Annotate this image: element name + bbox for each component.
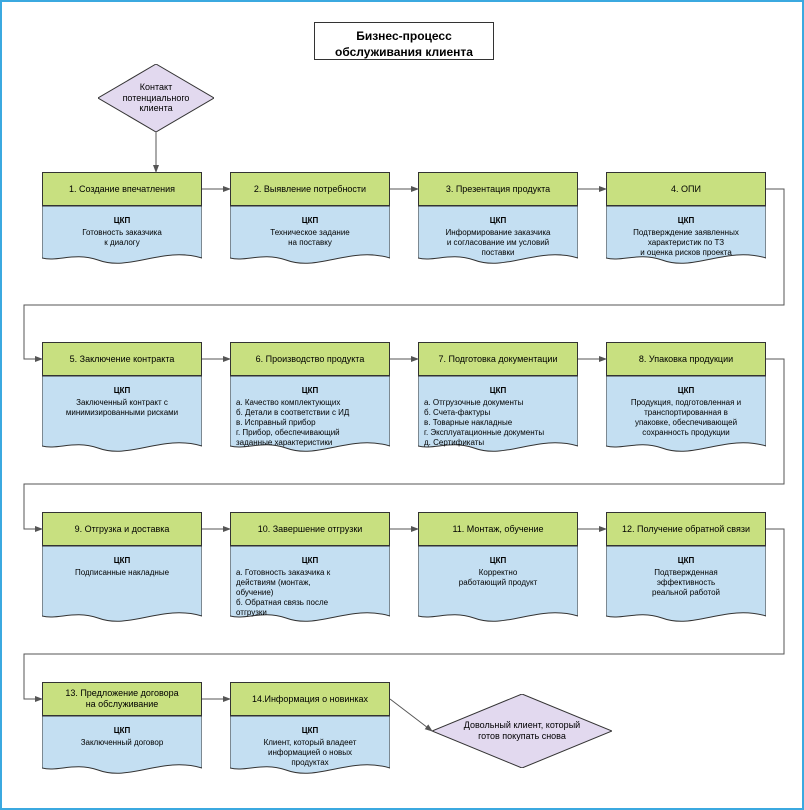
step-7-ckp-title: ЦКП: [422, 386, 574, 396]
step-7-ckp-desc: а. Отгрузочные документы б. Счета-фактур…: [422, 398, 574, 448]
start-diamond-label: Контакт потенциального клиента: [119, 78, 194, 118]
diagram-canvas: Бизнес-процесс обслуживания клиента Конт…: [0, 0, 804, 810]
step-14: 14.Информация о новинках ЦКП Клиент, котор…: [230, 682, 390, 778]
step-9-ckp-title: ЦКП: [46, 556, 198, 566]
step-10: 10. Завершение отгрузки ЦКП а. Готовность …: [230, 512, 390, 626]
step-10-ckp-desc: а. Готовность заказчика к действиям (мон…: [234, 568, 386, 618]
step-4: 4. ОПИ ЦКП Подтверждение заявленных характ…: [606, 172, 766, 268]
step-11-ckp-desc: Корректно работающий продукт: [422, 568, 574, 588]
step-12-head: 12. Получение обратной связи: [606, 512, 766, 546]
step-11: 11. Монтаж, обучение ЦКП Корректно работаю…: [418, 512, 578, 626]
step-14-ckp-title: ЦКП: [234, 726, 386, 736]
step-13: 13. Предложение договора на обслуживание…: [42, 682, 202, 778]
step-8-body: ЦКП Продукция, подготовленная и транспорт…: [606, 376, 766, 442]
step-2-head: 2. Выявление потребности: [230, 172, 390, 206]
step-5-ckp-desc: Заключенный контракт с минимизированными…: [46, 398, 198, 418]
step-9-head: 9. Отгрузка и доставка: [42, 512, 202, 546]
step-6-head: 6. Производство продукта: [230, 342, 390, 376]
diagram-title: Бизнес-процесс обслуживания клиента: [314, 22, 494, 60]
start-diamond: Контакт потенциального клиента: [98, 64, 214, 132]
title-line-2: обслуживания клиента: [335, 45, 473, 59]
step-13-head: 13. Предложение договора на обслуживание: [42, 682, 202, 716]
step-2: 2. Выявление потребности ЦКП Техническое з…: [230, 172, 390, 268]
step-5: 5. Заключение контракта ЦКП Заключенный ко…: [42, 342, 202, 456]
step-10-head: 10. Завершение отгрузки: [230, 512, 390, 546]
step-8-ckp-title: ЦКП: [610, 386, 762, 396]
step-14-head: 14.Информация о новинках: [230, 682, 390, 716]
step-11-head: 11. Монтаж, обучение: [418, 512, 578, 546]
step-1: 1. Создание впечатления ЦКП Готовность зак…: [42, 172, 202, 268]
end-diamond: Довольный клиент, который готов покупать…: [432, 694, 612, 768]
step-12-ckp-title: ЦКП: [610, 556, 762, 566]
step-7-head: 7. Подготовка документации: [418, 342, 578, 376]
step-1-ckp-title: ЦКП: [46, 216, 198, 226]
step-12-ckp-desc: Подтвержденная эффективность реальной ра…: [610, 568, 762, 598]
step-9-body: ЦКП Подписанные накладные: [42, 546, 202, 582]
step-1-head: 1. Создание впечатления: [42, 172, 202, 206]
step-11-ckp-title: ЦКП: [422, 556, 574, 566]
step-1-ckp-desc: Готовность заказчика к диалогу: [46, 228, 198, 248]
step-2-ckp-title: ЦКП: [234, 216, 386, 226]
step-5-head: 5. Заключение контракта: [42, 342, 202, 376]
end-diamond-label: Довольный клиент, который готов покупать…: [460, 716, 584, 746]
step-10-body: ЦКП а. Готовность заказчика к действиям (…: [230, 546, 390, 622]
step-7-body: ЦКП а. Отгрузочные документы б. Счета-фак…: [418, 376, 578, 452]
step-13-body: ЦКП Заключенный договор: [42, 716, 202, 752]
step-4-head: 4. ОПИ: [606, 172, 766, 206]
step-2-body: ЦКП Техническое задание на поставку: [230, 206, 390, 252]
step-3-ckp-title: ЦКП: [422, 216, 574, 226]
step-10-ckp-title: ЦКП: [234, 556, 386, 566]
step-13-ckp-desc: Заключенный договор: [46, 738, 198, 748]
step-13-ckp-title: ЦКП: [46, 726, 198, 736]
step-9-ckp-desc: Подписанные накладные: [46, 568, 198, 578]
step-5-ckp-title: ЦКП: [46, 386, 198, 396]
step-12: 12. Получение обратной связи ЦКП Подтвержд…: [606, 512, 766, 626]
step-14-ckp-desc: Клиент, который владеет информацией о но…: [234, 738, 386, 768]
step-6-ckp-title: ЦКП: [234, 386, 386, 396]
step-8-ckp-desc: Продукция, подготовленная и транспортиро…: [610, 398, 762, 438]
step-8-head: 8. Упаковка продукции: [606, 342, 766, 376]
step-7: 7. Подготовка документации ЦКП а. Отгрузоч…: [418, 342, 578, 456]
step-3-head: 3. Презентация продукта: [418, 172, 578, 206]
step-11-body: ЦКП Корректно работающий продукт: [418, 546, 578, 592]
step-14-body: ЦКП Клиент, который владеет информацией о…: [230, 716, 390, 772]
title-line-1: Бизнес-процесс: [356, 29, 452, 43]
step-2-ckp-desc: Техническое задание на поставку: [234, 228, 386, 248]
step-4-ckp-desc: Подтверждение заявленных характеристик п…: [610, 228, 762, 258]
step-6-body: ЦКП а. Качество комплектующих б. Детали в…: [230, 376, 390, 452]
step-4-body: ЦКП Подтверждение заявленных характеристи…: [606, 206, 766, 262]
step-6: 6. Производство продукта ЦКП а. Качество к…: [230, 342, 390, 456]
step-8: 8. Упаковка продукции ЦКП Продукция, подго…: [606, 342, 766, 456]
step-5-body: ЦКП Заключенный контракт с минимизированн…: [42, 376, 202, 422]
step-3-ckp-desc: Информирование заказчика и согласование …: [422, 228, 574, 258]
step-9: 9. Отгрузка и доставка ЦКП Подписанные нак…: [42, 512, 202, 626]
step-1-body: ЦКП Готовность заказчика к диалогу: [42, 206, 202, 252]
step-3: 3. Презентация продукта ЦКП Информирование…: [418, 172, 578, 268]
step-6-ckp-desc: а. Качество комплектующих б. Детали в со…: [234, 398, 386, 448]
step-3-body: ЦКП Информирование заказчика и согласован…: [418, 206, 578, 262]
step-12-body: ЦКП Подтвержденная эффективность реальной…: [606, 546, 766, 602]
step-4-ckp-title: ЦКП: [610, 216, 762, 226]
